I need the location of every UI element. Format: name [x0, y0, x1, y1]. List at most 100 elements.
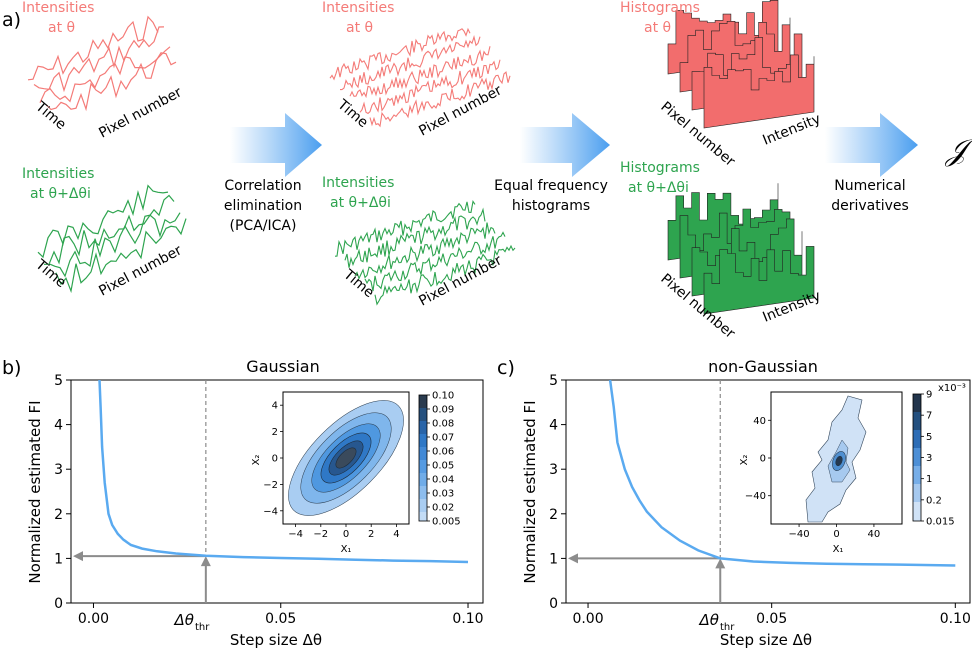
panel-c-x-ticks: 0.00 0.05 0.10 [572, 603, 971, 627]
arrow-step1 [230, 113, 322, 177]
step3-line2: derivatives [831, 198, 909, 214]
panel-b-threshold-sub: thr [195, 622, 210, 633]
panel-c-plot-frame [565, 379, 971, 604]
panelB-xtick-label: 0.10 [452, 611, 483, 627]
inset-xtick-label: −4 [288, 529, 303, 540]
panel-c-colorbar-exponent: x10⁻³ [938, 383, 966, 394]
inset-ytick-label: −2 [263, 480, 278, 491]
panel-b-threshold-guides [73, 380, 211, 603]
trace-line [369, 71, 511, 128]
trace-line [49, 212, 181, 278]
panelB-ytick-label: 5 [54, 373, 63, 389]
panelB-xtick-label: 0.00 [78, 611, 109, 627]
trace-line [364, 231, 506, 292]
panel-b-inset-axes: −4 −2 0 2 4 −4 −2 0 2 4 [263, 401, 399, 540]
panel-b-inset-density [288, 400, 404, 516]
panel-b-inset: −4 −2 0 2 4 −4 −2 0 2 4 X₁ X₂ 0.10 0.09 0.08 0.07 0.0… [251, 391, 461, 556]
panel-c-y-ticks: 0 1 2 3 4 5 [549, 373, 566, 612]
step1-line3: (PCA/ICA) [230, 218, 297, 234]
trace-line [340, 34, 481, 91]
inset-ytick-label: 40 [753, 416, 766, 427]
red-dec-time-axis: Time [334, 96, 371, 131]
colorbar-tick-label: 0.02 [432, 503, 454, 514]
fisher-information-symbol: 𝒥 [944, 133, 972, 168]
inset-ytick-label: 0 [272, 454, 278, 465]
trace-line [334, 199, 476, 257]
colorbar-tick-label: 0.2 [926, 495, 942, 506]
panelB-ytick-label: 4 [54, 418, 63, 434]
panel-c-inset: −40 0 40 −40 0 40 X₁ X₂ x10⁻³ 9 7 5 3 1 0.2 0.015 [739, 383, 966, 555]
green-dec-label-line1: Intensities [322, 175, 394, 191]
red-raw-pixel-axis: Pixel number [96, 84, 184, 141]
panel-c-threshold-sub: thr [720, 622, 735, 633]
green-intensity-label-line1: Intensities [22, 166, 94, 182]
inset-xtick-label: 4 [393, 529, 399, 540]
colorbar-tick-label: 0.015 [926, 517, 955, 528]
inset-xtick-label: −2 [313, 529, 328, 540]
arrow-step2 [520, 113, 610, 177]
trace-line [349, 46, 491, 99]
panelC-xtick-label: 0.10 [940, 611, 971, 627]
inset-xtick-label: 0 [343, 529, 349, 540]
panelC-ytick-label: 0 [549, 596, 558, 612]
colorbar-tick-label: 3 [926, 453, 932, 464]
colorbar-tick-label: 0.06 [432, 447, 454, 458]
panel-c-inset-xlabel: X₁ [833, 544, 844, 555]
green-hist-label-line1: Histograms [620, 160, 700, 176]
trace-line [39, 46, 171, 104]
trace-line [45, 52, 177, 112]
step1-line1: Correlation [224, 178, 301, 194]
panel-c-label: c) [497, 357, 515, 379]
histogram-slice [703, 54, 815, 129]
panel-c-inset-density [805, 395, 867, 523]
colorbar-tick-label: 0.09 [432, 405, 454, 416]
trace-line [329, 27, 471, 81]
panel-b-plot-frame [70, 379, 484, 604]
panel-c: c) non-Gaussian 0 1 2 3 4 5 0.00 0.05 0.10 Step… [497, 357, 971, 649]
colorbar-tick-label: 0.07 [432, 433, 454, 444]
inset-xtick-label: 2 [368, 529, 374, 540]
arrow-step3 [825, 113, 918, 177]
colorbar-tick-label: 0.04 [432, 475, 454, 486]
trace-line [33, 26, 165, 93]
green-decorrelated-traces [334, 199, 516, 306]
colorbar-tick-label: 0.005 [432, 517, 461, 528]
green-intensity-label-line2: at θ+Δθi [30, 186, 91, 202]
panel-c-title: non-Gaussian [708, 357, 818, 376]
green-hist-label-line2: at θ+Δθi [628, 180, 689, 196]
panel-b-label: b) [2, 357, 21, 379]
panel-b-xlabel: Step size Δθ [230, 631, 322, 649]
panel-c-inset-axes: −40 0 40 −40 0 40 [745, 416, 880, 540]
panel-a: a) Intensities at θ Time Pixel number In… [2, 0, 972, 342]
inset-xtick-label: 0 [833, 529, 839, 540]
panel-b-x-ticks: 0.00 0.05 0.10 [78, 603, 484, 627]
inset-ytick-label: 0 [760, 454, 766, 465]
panelC-xtick-label: 0.00 [572, 611, 603, 627]
panel-b-threshold-symbol: Δθ [174, 611, 194, 629]
trace-line [354, 222, 496, 280]
panel-c-colorbar: x10⁻³ 9 7 5 3 1 0.2 0.015 [912, 383, 966, 528]
colorbar-tick-label: 0.03 [432, 489, 454, 500]
colorbar-tick-label: 0.08 [432, 419, 454, 430]
step2-line1: Equal frequency [494, 178, 608, 194]
red-dec-label-line1: Intensities [322, 0, 394, 16]
green-histograms [667, 183, 815, 315]
panelC-ytick-label: 5 [549, 373, 558, 389]
panel-c-ylabel: Normalized estimated FI [521, 400, 539, 583]
panel-b-inset-xlabel: X₁ [341, 544, 352, 555]
step3-line1: Numerical [834, 178, 905, 194]
panel-a-label: a) [2, 9, 21, 31]
panel-c-threshold-guides [568, 380, 726, 603]
red-histograms [667, 0, 815, 129]
panel-b-ylabel: Normalized estimated FI [26, 400, 44, 583]
colorbar-tick-label: 0.10 [432, 391, 454, 402]
colorbar-tick-label: 0.05 [432, 461, 454, 472]
step1-line2: elimination [224, 198, 302, 214]
trace-line [55, 218, 187, 294]
inset-ytick-label: −40 [745, 491, 766, 502]
histogram-slice [703, 246, 815, 315]
panel-b-title: Gaussian [246, 357, 319, 376]
panel-b-threshold-label: Δθ thr [174, 611, 211, 633]
inset-ytick-label: −4 [263, 506, 278, 517]
red-intensity-label-line2: at θ [48, 20, 75, 36]
